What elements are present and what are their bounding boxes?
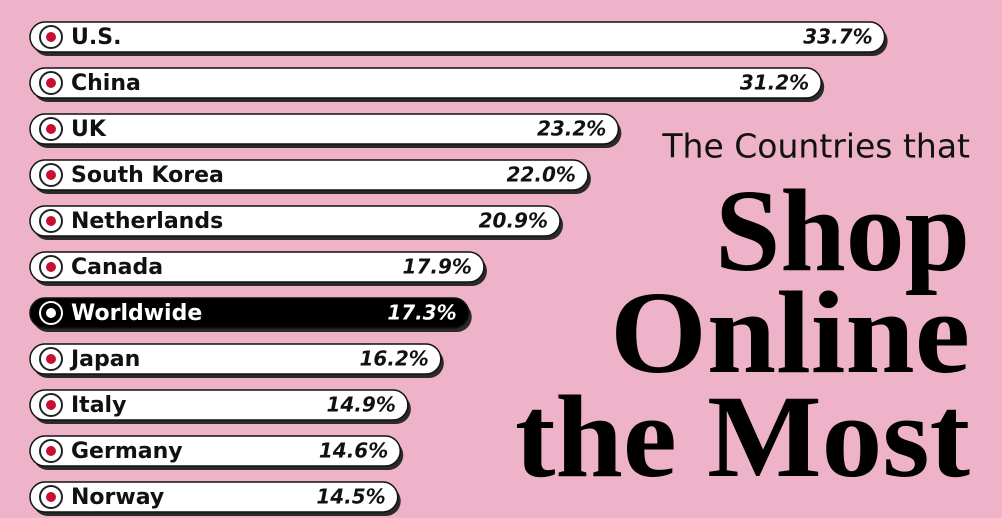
value-label: 31.2% <box>740 71 809 95</box>
category-label: U.S. <box>71 25 121 50</box>
category-label: South Korea <box>71 163 224 188</box>
category-label: UK <box>71 117 107 142</box>
value-label: 17.9% <box>403 255 472 279</box>
bar <box>29 297 470 329</box>
value-label: 20.9% <box>479 209 548 233</box>
title-line: Shop <box>715 165 970 296</box>
flag-icon-inner <box>46 78 56 88</box>
title-line: Online <box>610 267 970 398</box>
flag-icon-inner <box>46 354 56 364</box>
value-label: 14.5% <box>316 485 385 509</box>
category-label: China <box>71 71 141 96</box>
flag-icon-inner <box>46 32 56 42</box>
flag-icon-inner <box>46 308 56 318</box>
bar <box>29 389 409 421</box>
value-label: 14.9% <box>326 393 395 417</box>
category-label: Netherlands <box>71 209 223 234</box>
bar <box>29 481 399 513</box>
category-label: Canada <box>71 255 163 280</box>
bar <box>29 159 589 191</box>
flag-icon-inner <box>46 124 56 134</box>
value-label: 22.0% <box>507 163 576 187</box>
category-label: Japan <box>69 347 140 372</box>
bar <box>29 67 822 99</box>
category-label: Italy <box>71 393 126 418</box>
bar <box>29 21 886 53</box>
flag-icon-inner <box>46 216 56 226</box>
category-label: Germany <box>71 439 183 464</box>
bar <box>29 205 561 237</box>
title-intro: The Countries that <box>661 127 970 166</box>
bar <box>29 251 485 283</box>
value-label: 14.6% <box>319 439 388 463</box>
value-label: 16.2% <box>359 347 428 371</box>
value-label: 23.2% <box>537 117 606 141</box>
flag-icon-inner <box>46 492 56 502</box>
flag-icon-inner <box>46 262 56 272</box>
value-label: 33.7% <box>803 25 872 49</box>
bar <box>29 113 620 145</box>
title-line: the Most <box>515 371 970 502</box>
category-label: Worldwide <box>71 301 202 326</box>
flag-icon-inner <box>46 170 56 180</box>
flag-icon-inner <box>46 446 56 456</box>
bar <box>29 343 442 375</box>
value-label: 17.3% <box>387 301 456 325</box>
category-label: Norway <box>71 485 164 510</box>
bar <box>29 435 402 467</box>
flag-icon-inner <box>46 400 56 410</box>
